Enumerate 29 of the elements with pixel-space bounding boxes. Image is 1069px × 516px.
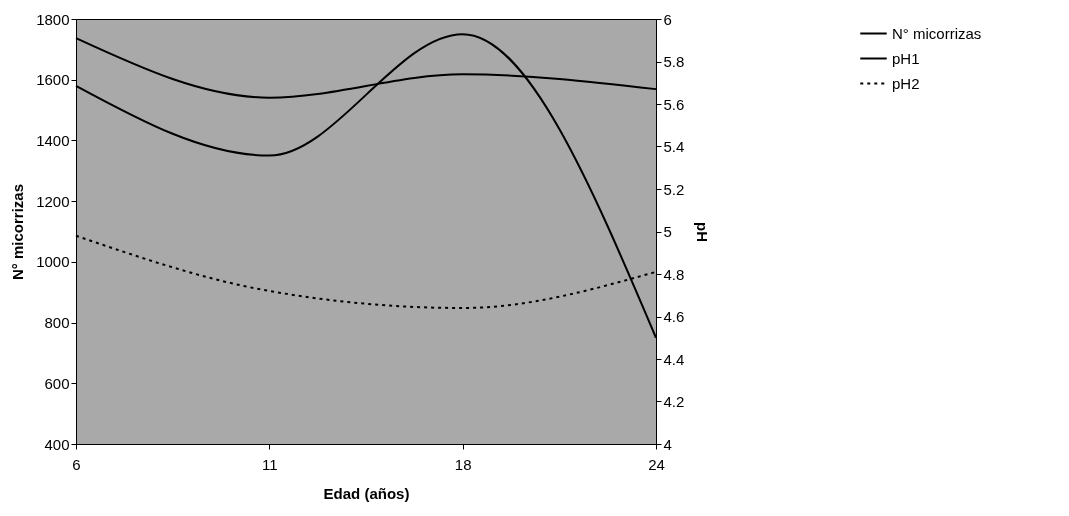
y2-tick-label: 4.8 [663, 265, 685, 283]
y2-tick-label: 4.2 [663, 393, 685, 410]
legend-label: pH2 [892, 74, 920, 92]
legend-label: pH1 [892, 49, 920, 67]
y2-tick-label: 4.4 [663, 350, 685, 368]
y-tick-label: 800 [44, 314, 70, 332]
y2-axis-title: pH [694, 222, 712, 242]
y2-tick-label: 5 [663, 223, 672, 240]
y-tick-label: 1400 [36, 131, 70, 149]
y-tick-label: 1200 [36, 192, 70, 210]
y2-tick-label: 4.6 [663, 308, 685, 325]
y2-tick-label: 5.4 [663, 138, 685, 155]
x-tick-label: 18 [454, 455, 472, 473]
y2-tick-label: 5.2 [663, 180, 685, 198]
x-tick-label: 24 [648, 455, 665, 473]
y-tick-label: 1800 [36, 10, 70, 28]
y2-tick-label: 4 [663, 435, 672, 453]
x-tick-label: 11 [262, 455, 278, 473]
x-tick-label: 6 [72, 455, 81, 473]
y2-tick-label: 6 [663, 10, 672, 28]
legend-label: N° micorrizas [892, 24, 982, 42]
y2-tick-label: 5.8 [663, 53, 685, 70]
x-axis-title: Edad (años) [323, 484, 410, 502]
y-tick-label: 1600 [36, 71, 70, 89]
y-tick-label: 400 [44, 435, 70, 453]
y-tick-label: 1000 [36, 253, 70, 271]
y-axis-title: N° micorrizas [9, 183, 27, 281]
y2-tick-label: 5.6 [663, 95, 685, 113]
y-tick-label: 600 [44, 374, 70, 392]
